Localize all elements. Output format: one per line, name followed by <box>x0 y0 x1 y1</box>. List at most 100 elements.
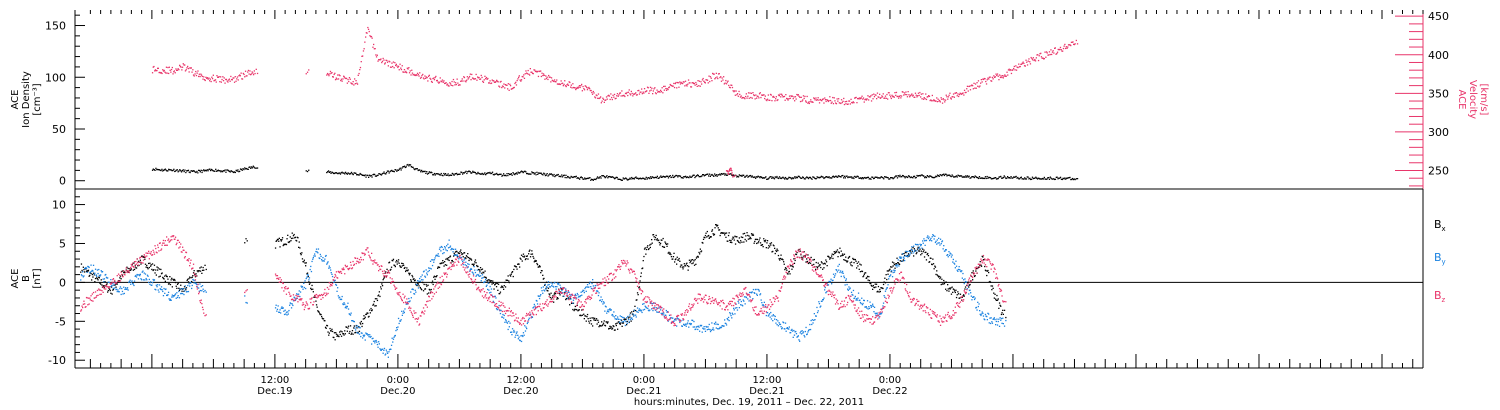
bx-series-point <box>360 320 362 323</box>
by-series-point <box>542 286 544 288</box>
velocity-series-point <box>428 74 430 76</box>
velocity-series-point <box>736 93 739 95</box>
by-series-point <box>926 236 928 239</box>
velocity-series-point <box>545 77 548 80</box>
density-series-point <box>991 178 993 180</box>
by-series-point <box>442 252 444 255</box>
bx-series-point <box>852 257 854 260</box>
density-series-point <box>437 173 439 175</box>
bx-series-point <box>92 276 94 278</box>
by-series-point <box>116 290 118 293</box>
by-series-point <box>381 348 383 350</box>
bx-series-point <box>947 284 949 286</box>
density-series-point <box>1065 178 1067 180</box>
bx-series-point <box>280 240 282 242</box>
velocity-series-point <box>829 96 831 98</box>
bx-series-point <box>513 268 515 271</box>
bx-series-point <box>386 268 388 270</box>
by-series-point <box>620 319 622 321</box>
density-series-point <box>795 177 797 179</box>
bx-series-point <box>747 238 749 240</box>
bx-series-point <box>322 318 325 320</box>
by-series-point <box>861 304 864 306</box>
bx-series-point <box>777 249 779 252</box>
velocity-series-point <box>498 85 500 87</box>
by-series-point <box>782 321 784 323</box>
density-series-point <box>1056 176 1058 178</box>
velocity-series-point <box>356 82 358 84</box>
velocity-series-point <box>923 97 925 99</box>
by-series-point <box>749 296 751 298</box>
bx-series-point <box>462 253 464 255</box>
by-series-point <box>768 313 771 315</box>
density-series-point <box>591 178 593 180</box>
bx-series-point <box>715 224 717 226</box>
velocity-series-point <box>727 80 729 82</box>
bx-series-point <box>653 236 655 238</box>
velocity-series-point <box>1027 60 1029 62</box>
bx-series-point <box>493 288 495 290</box>
density-series-point <box>740 174 742 177</box>
bx-series-point <box>606 321 608 323</box>
velocity-series-point <box>520 80 522 82</box>
density-series-point <box>906 176 908 178</box>
velocity-series-point <box>601 100 603 102</box>
velocity-series-point <box>695 81 697 84</box>
bx-series-point <box>283 243 285 245</box>
by-series-point <box>422 279 424 281</box>
by-series-point <box>903 257 905 259</box>
bx-series-point <box>347 325 350 327</box>
velocity-series-point <box>917 95 919 97</box>
bx-series-point <box>426 285 428 287</box>
by-series-point <box>795 333 798 335</box>
velocity-series-point <box>556 79 558 81</box>
velocity-series-point <box>1068 44 1070 46</box>
density-series-point <box>237 169 239 171</box>
velocity-series-point <box>803 97 805 100</box>
density-series-point <box>810 177 812 180</box>
field-tick-label: 0 <box>59 276 66 289</box>
density-series-point <box>394 169 396 171</box>
by-series-point <box>758 290 760 292</box>
velocity-series-point <box>753 94 755 96</box>
bx-series-point <box>580 315 582 317</box>
velocity-series-point <box>619 92 622 94</box>
velocity-series-point <box>233 81 236 83</box>
by-series-point <box>198 290 200 292</box>
velocity-series-point <box>802 95 805 97</box>
density-series-point <box>754 176 756 178</box>
density-series-point <box>459 173 461 175</box>
by-series-point <box>644 305 646 307</box>
velocity-series-point <box>890 96 892 98</box>
velocity-series-point <box>598 97 600 100</box>
bx-series-point <box>729 239 731 241</box>
by-series-point <box>419 280 421 282</box>
velocity-series-point <box>925 98 928 101</box>
bx-series-point <box>936 270 938 272</box>
density-series-point <box>907 176 909 179</box>
density-series-point <box>486 172 488 174</box>
bx-series-point <box>665 242 667 244</box>
by-series-point <box>740 304 742 306</box>
density-series-point <box>490 172 492 175</box>
by-series-point <box>629 318 632 321</box>
bx-series-point <box>109 288 111 290</box>
by-series-point <box>966 288 969 290</box>
by-series-point <box>809 328 812 331</box>
by-series-point <box>837 265 839 267</box>
by-series-point <box>146 274 149 276</box>
bx-series-point <box>438 266 441 269</box>
by-series-point <box>524 330 527 332</box>
bx-series-point <box>706 230 708 233</box>
bx-series-point <box>186 279 188 282</box>
density-series-point <box>1047 177 1049 179</box>
velocity-series-point <box>256 72 259 75</box>
bx-series-point <box>380 288 382 290</box>
density-series-point <box>749 174 752 177</box>
bx-series-point <box>841 253 844 255</box>
bx-series-point <box>581 314 584 316</box>
bx-series-point <box>552 295 554 297</box>
velocity-series-point <box>540 70 542 72</box>
by-series-point <box>863 299 865 301</box>
by-series-point <box>882 305 884 307</box>
